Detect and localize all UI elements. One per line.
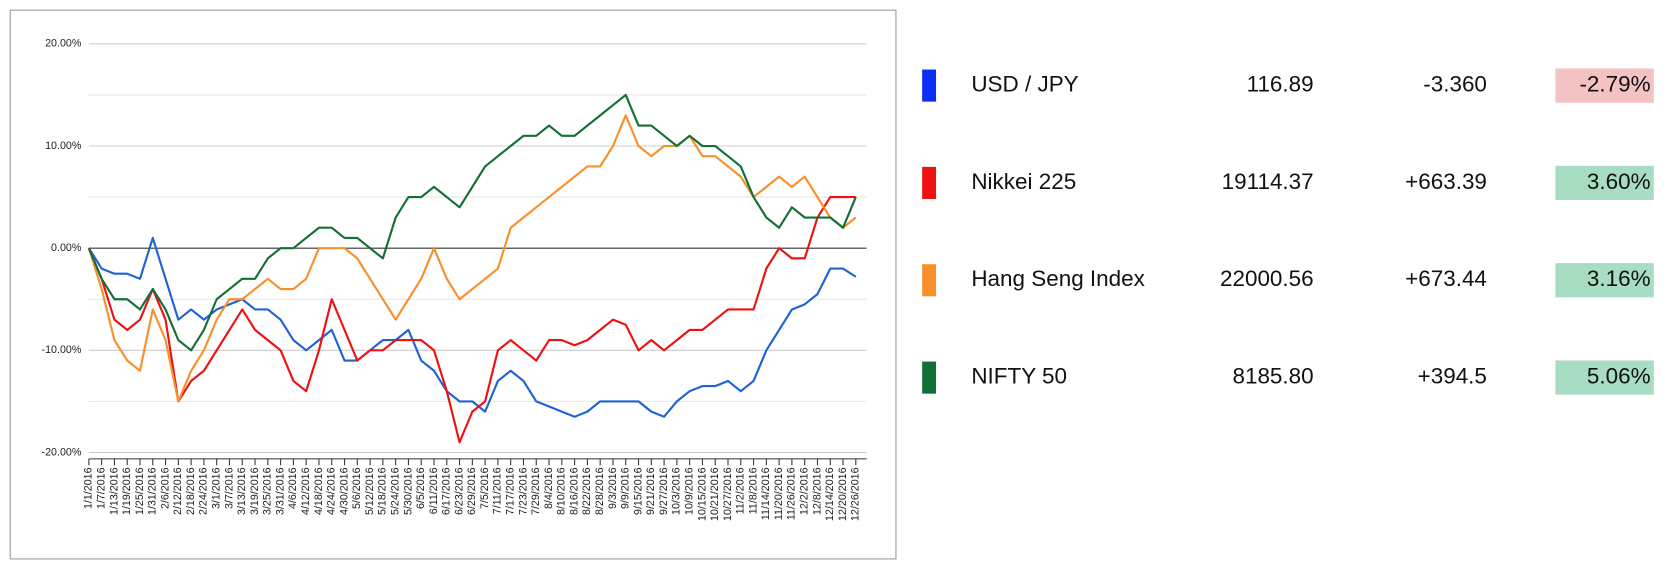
percent: -2.79%: [1579, 72, 1650, 97]
y-tick-label: -20.00%: [42, 446, 82, 458]
percent-badge: [1555, 263, 1654, 298]
x-tick-label: 12/20/2016: [837, 467, 849, 521]
x-tick-label: 2/24/2016: [198, 467, 210, 515]
percent: 5.06%: [1587, 364, 1651, 389]
percent: 3.16%: [1587, 266, 1651, 291]
x-tick-label: 1/7/2016: [95, 467, 107, 509]
x-tick-label: 9/21/2016: [645, 467, 657, 515]
x-tick-label: 3/13/2016: [236, 467, 248, 515]
x-tick-label: 6/29/2016: [466, 467, 478, 515]
series-line: [87, 93, 857, 352]
x-tick-label: 10/15/2016: [696, 467, 708, 521]
x-tick-label: 4/24/2016: [326, 467, 338, 515]
x-tick-label: 10/9/2016: [683, 467, 695, 515]
legend-label: Hang Seng Index: [971, 266, 1145, 291]
series-line: [87, 114, 857, 403]
x-tick-label: 4/18/2016: [313, 467, 325, 515]
x-tick-label: 7/11/2016: [492, 467, 504, 514]
x-tick-label: 6/5/2016: [415, 467, 427, 509]
x-tick-label: 8/16/2016: [568, 467, 580, 515]
x-tick-label: 6/23/2016: [453, 467, 465, 515]
x-tick-label: 6/17/2016: [441, 467, 453, 515]
x-tick-label: 3/31/2016: [274, 467, 286, 515]
y-tick-label: -10.00%: [42, 344, 82, 356]
x-tick-label: 4/6/2016: [287, 467, 299, 509]
x-tick-label: 1/31/2016: [147, 467, 159, 515]
x-tick-label: 3/1/2016: [211, 467, 223, 509]
x-tick-label: 10/27/2016: [722, 467, 734, 521]
change: +673.44: [1405, 266, 1487, 291]
x-tick-label: 5/6/2016: [351, 467, 363, 509]
y-tick-label: 20.00%: [45, 38, 82, 50]
legend-label: Nikkei 225: [971, 169, 1076, 194]
x-tick-label: 5/30/2016: [402, 467, 414, 515]
percent: 3.60%: [1587, 169, 1651, 194]
price: 22000.56: [1220, 266, 1314, 291]
chart-frame: [9, 9, 897, 560]
price: 116.89: [1247, 72, 1314, 97]
x-tick-label: 6/11/2016: [428, 467, 440, 514]
x-tick-label: 12/2/2016: [799, 467, 811, 515]
series-line: [87, 236, 857, 418]
legend-label: USD / JPY: [971, 72, 1078, 97]
x-tick-label: 8/22/2016: [581, 467, 593, 515]
x-tick-label: 4/30/2016: [338, 467, 350, 515]
x-tick-label: 12/8/2016: [811, 467, 823, 515]
x-tick-label: 8/4/2016: [543, 467, 555, 509]
legend-swatch: [922, 361, 937, 394]
x-tick-label: 7/29/2016: [530, 467, 542, 515]
x-tick-label: 2/18/2016: [185, 467, 197, 515]
price: 19114.37: [1222, 169, 1314, 194]
x-tick-label: 4/12/2016: [300, 467, 312, 515]
percent-badge: [1555, 360, 1654, 395]
x-tick-label: 8/10/2016: [556, 467, 568, 515]
x-tick-label: 9/3/2016: [607, 467, 619, 509]
x-tick-label: 12/14/2016: [824, 467, 836, 521]
x-tick-label: 8/28/2016: [594, 467, 606, 515]
x-tick-label: 2/6/2016: [159, 467, 171, 509]
legend-swatch: [922, 264, 937, 297]
x-tick-label: 3/7/2016: [223, 467, 235, 509]
series-line: [87, 196, 856, 444]
x-tick-label: 7/23/2016: [517, 467, 529, 515]
percent-badge: [1555, 68, 1654, 103]
x-tick-label: 3/25/2016: [262, 467, 274, 515]
x-tick-label: 1/25/2016: [134, 467, 146, 515]
legend-label: NIFTY 50: [971, 364, 1067, 389]
x-tick-label: 5/12/2016: [364, 467, 376, 515]
x-tick-label: 9/15/2016: [632, 467, 644, 515]
x-tick-label: 5/18/2016: [377, 467, 389, 515]
x-tick-label: 11/2/2016: [735, 467, 747, 514]
x-tick-label: 12/26/2016: [850, 467, 862, 521]
x-tick-label: 7/5/2016: [479, 467, 491, 509]
price: 8185.80: [1232, 364, 1313, 389]
x-tick-label: 10/3/2016: [671, 467, 683, 515]
x-tick-label: 11/14/2016: [760, 467, 772, 520]
x-tick-label: 1/1/2016: [83, 467, 95, 509]
x-tick-label: 9/9/2016: [620, 467, 632, 509]
x-tick-label: 5/24/2016: [389, 467, 401, 515]
change: +663.39: [1405, 169, 1487, 194]
x-tick-label: 1/19/2016: [121, 467, 133, 515]
legend-swatch: [922, 166, 937, 199]
percent-badge: [1555, 165, 1654, 201]
x-tick-label: 9/27/2016: [658, 467, 670, 515]
x-tick-label: 11/26/2016: [786, 467, 798, 520]
x-tick-label: 1/13/2016: [108, 467, 120, 515]
legend-swatch: [922, 69, 937, 102]
y-tick-label: 0.00%: [51, 242, 82, 254]
x-tick-label: 11/20/2016: [773, 467, 785, 520]
x-tick-label: 10/21/2016: [709, 467, 721, 521]
change: -3.360: [1423, 72, 1487, 97]
y-tick-label: 10.00%: [45, 140, 82, 152]
x-tick-label: 2/12/2016: [172, 467, 184, 515]
x-tick-label: 3/19/2016: [249, 467, 261, 515]
x-tick-label: 7/17/2016: [505, 467, 517, 515]
change: +394.5: [1418, 364, 1487, 389]
x-tick-label: 11/8/2016: [747, 467, 759, 514]
